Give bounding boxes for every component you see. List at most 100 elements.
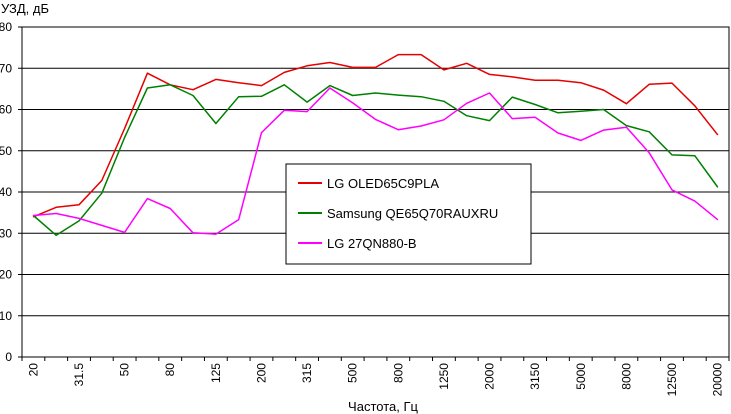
- data-point: [329, 84, 331, 87]
- data-point: [78, 220, 80, 222]
- x-tick-label: 1250: [437, 363, 451, 390]
- data-point: [306, 65, 308, 67]
- y-tick-label: 10: [0, 309, 12, 323]
- x-axis-ticks: 20 31.5 50 80 125 200 315 500 800 1250 2000 3150 500…: [21, 357, 730, 396]
- y-tick-label: 70: [0, 61, 12, 75]
- data-point: [329, 87, 331, 89]
- data-point: [215, 122, 217, 125]
- data-point: [352, 66, 354, 69]
- legend-box: [285, 163, 532, 265]
- data-point: [557, 112, 559, 114]
- x-tick-label: 125: [209, 363, 223, 383]
- data-point: [625, 126, 627, 128]
- data-point: [101, 192, 103, 194]
- y-tick-label: 50: [0, 144, 12, 158]
- data-point: [648, 83, 650, 85]
- data-point: [443, 119, 445, 121]
- x-tick-label: 5000: [574, 363, 588, 390]
- legend: LG OLED65C9PLA Samsung QE65Q70RAUXRU LG 27…: [285, 163, 532, 265]
- data-point: [238, 219, 240, 221]
- data-point: [534, 103, 536, 106]
- legend-label: LG OLED65C9PLA: [327, 176, 439, 191]
- data-point: [306, 101, 308, 103]
- data-point: [602, 108, 605, 111]
- data-point: [78, 204, 80, 206]
- data-point: [55, 234, 57, 236]
- data-point: [557, 79, 559, 81]
- x-tick-label: 31.5: [72, 363, 86, 387]
- x-axis-title: Частота, Гц: [348, 399, 418, 414]
- x-tick-label: 80: [163, 363, 177, 377]
- data-point: [671, 189, 673, 191]
- data-point: [124, 127, 126, 130]
- data-point: [511, 76, 513, 78]
- data-point: [124, 136, 126, 139]
- data-point: [260, 95, 263, 97]
- data-point: [55, 206, 57, 208]
- y-tick-label: 80: [0, 20, 12, 34]
- data-point: [374, 118, 377, 120]
- data-point: [192, 89, 194, 91]
- data-point: [283, 109, 285, 111]
- data-point: [215, 233, 217, 235]
- data-point: [534, 79, 536, 81]
- data-point: [101, 224, 103, 227]
- data-point: [716, 186, 719, 188]
- data-point: [671, 82, 673, 84]
- x-tick-label: 500: [346, 363, 360, 383]
- data-point: [648, 152, 650, 154]
- data-point: [238, 96, 240, 98]
- data-point: [443, 100, 445, 102]
- x-tick-label: 3150: [528, 363, 542, 390]
- data-point: [694, 105, 696, 107]
- data-point: [397, 94, 399, 96]
- x-tick-label: 50: [118, 363, 132, 377]
- data-point: [625, 124, 627, 127]
- data-point: [694, 200, 696, 202]
- data-point: [260, 132, 263, 134]
- data-point: [488, 92, 491, 94]
- data-point: [352, 94, 354, 97]
- data-point: [511, 96, 513, 98]
- data-point: [238, 82, 240, 84]
- data-point: [671, 154, 673, 156]
- data-point: [215, 78, 217, 80]
- data-point: [466, 62, 468, 64]
- data-point: [420, 54, 422, 56]
- data-point: [192, 232, 194, 234]
- data-point: [306, 110, 308, 113]
- x-tick-label: 2000: [483, 363, 497, 390]
- x-tick-label: 8000: [619, 363, 633, 390]
- data-point: [146, 72, 149, 74]
- data-point: [146, 198, 149, 200]
- data-point: [716, 219, 719, 221]
- x-tick-label: 200: [254, 363, 268, 383]
- data-point: [169, 84, 171, 86]
- data-point: [283, 71, 285, 73]
- data-point: [694, 155, 696, 157]
- data-point: [374, 92, 377, 94]
- y-tick-label: 0: [5, 350, 12, 364]
- x-tick-label: 800: [391, 363, 405, 383]
- data-point: [580, 139, 582, 142]
- y-tick-label: 40: [0, 185, 12, 199]
- data-point: [602, 89, 605, 91]
- x-tick-label: 315: [300, 363, 314, 383]
- data-point: [397, 129, 399, 131]
- data-point: [352, 102, 354, 104]
- data-point: [511, 117, 513, 120]
- plot-area: [21, 26, 730, 358]
- data-point: [101, 179, 103, 182]
- data-point: [397, 54, 399, 56]
- data-point: [443, 69, 445, 71]
- data-point: [648, 131, 650, 133]
- legend-label: LG 27QN880-B: [327, 236, 417, 251]
- y-tick-label: 60: [0, 103, 12, 117]
- data-point: [466, 115, 468, 117]
- data-point: [488, 73, 491, 76]
- data-point: [169, 207, 171, 210]
- data-point: [192, 94, 194, 97]
- y-axis-title: УЗД, дБ: [1, 1, 49, 16]
- data-point: [557, 132, 559, 134]
